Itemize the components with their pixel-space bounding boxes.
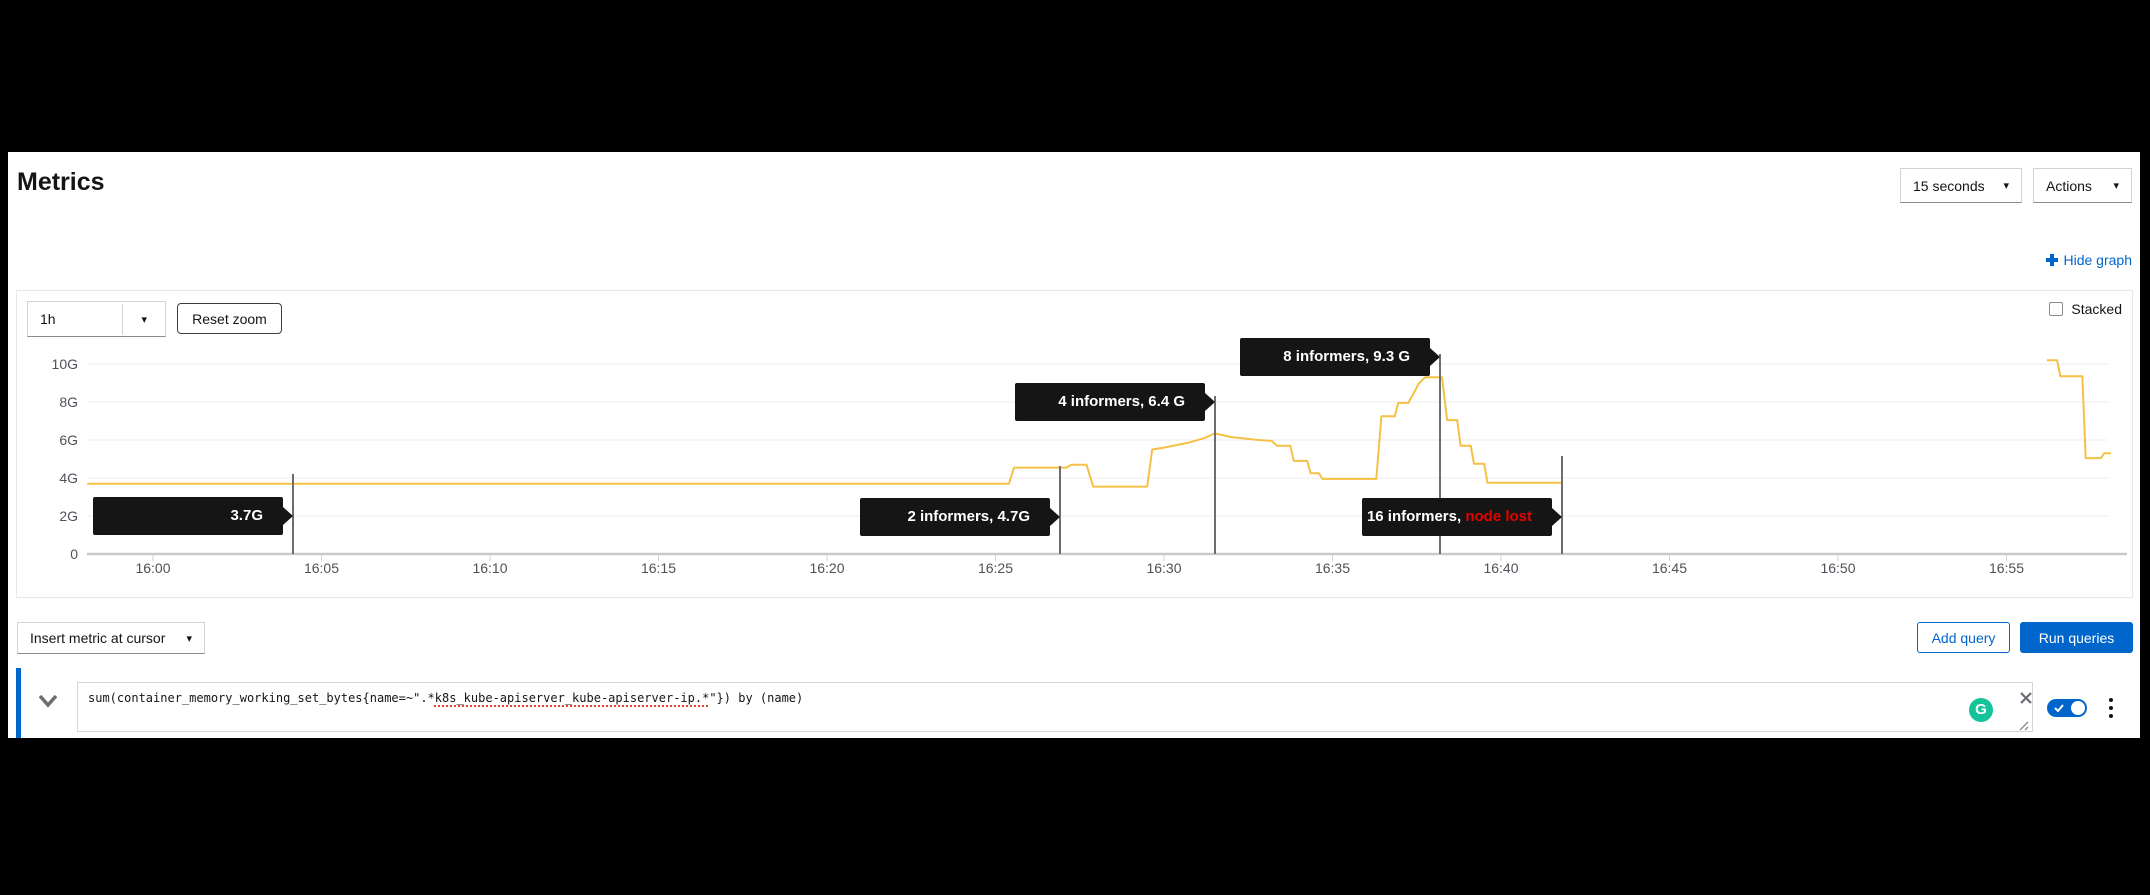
check-icon — [2054, 704, 2064, 712]
query-text: "}) by (name) — [709, 691, 804, 705]
query-row: sum(container_memory_working_set_bytes{n… — [16, 668, 2133, 738]
insert-metric-select[interactable]: Insert metric at cursor ▾ — [17, 622, 205, 654]
insert-metric-label: Insert metric at cursor — [30, 630, 166, 646]
x-axis-label: 16:05 — [304, 560, 339, 576]
stacked-label: Stacked — [2071, 301, 2122, 317]
y-axis-label: 6G — [59, 432, 78, 448]
caret-down-icon: ▾ — [122, 303, 165, 335]
kebab-menu-icon[interactable] — [2104, 698, 2118, 718]
reset-zoom-button[interactable]: Reset zoom — [177, 303, 282, 334]
y-axis-label: 0 — [70, 546, 78, 562]
hide-graph-label: Hide graph — [2063, 252, 2133, 268]
time-span-select[interactable]: 1h ▾ — [27, 301, 166, 337]
x-axis-label: 16:50 — [1820, 560, 1855, 576]
query-row-accent-bar — [16, 668, 21, 738]
resize-handle[interactable] — [2018, 720, 2029, 731]
x-axis-label: 16:55 — [1989, 560, 2024, 576]
x-axis-label: 16:25 — [978, 560, 1013, 576]
query-expression-input[interactable]: sum(container_memory_working_set_bytes{n… — [77, 682, 2033, 732]
polling-interval-select[interactable]: 15 seconds ▾ — [1900, 168, 2022, 203]
actions-menu[interactable]: Actions ▾ — [2033, 168, 2132, 203]
x-axis-label: 16:40 — [1483, 560, 1518, 576]
x-axis-label: 16:00 — [135, 560, 170, 576]
query-text-flagged: k8s_kube-apiserver_kube-apiserver-ip.* — [434, 691, 710, 705]
metrics-chart: 0 2G 4G 6G 8G 10G 16:00 16:05 16:10 16:15 16:20 16:… — [52, 356, 2127, 576]
toggle-knob — [2071, 701, 2085, 715]
stacked-option: Stacked — [2049, 301, 2122, 317]
actions-menu-label: Actions — [2046, 177, 2092, 194]
time-span-value: 1h — [40, 311, 56, 327]
page-title: Metrics — [17, 168, 105, 196]
caret-down-icon: ▾ — [186, 632, 192, 645]
compress-icon — [2045, 254, 2058, 266]
grammarly-icon[interactable]: G — [1969, 698, 1993, 722]
add-query-button[interactable]: Add query — [1917, 622, 2010, 653]
y-axis-label: 2G — [59, 508, 78, 524]
caret-down-icon: ▾ — [2003, 180, 2009, 192]
hide-graph-link[interactable]: Hide graph — [2045, 252, 2133, 268]
x-axis-label: 16:45 — [1652, 560, 1687, 576]
caret-down-icon: ▾ — [2113, 180, 2119, 192]
x-axis-label: 16:30 — [1146, 560, 1181, 576]
query-enabled-toggle[interactable] — [2047, 699, 2087, 717]
chevron-down-icon[interactable] — [37, 692, 59, 710]
stacked-checkbox[interactable] — [2049, 302, 2064, 316]
metric-line — [2046, 359, 2111, 460]
y-axis-label: 10G — [52, 356, 78, 372]
graph-card: 1h ▾ Reset zoom Stacked 0 2G 4G 6G 8G 10G 16:0… — [16, 290, 2133, 598]
polling-interval-value: 15 seconds — [1913, 177, 1985, 194]
clear-query-icon[interactable] — [2018, 690, 2034, 706]
y-axis-label: 4G — [59, 470, 78, 486]
query-text: sum(container_memory_working_set_bytes{n… — [88, 691, 435, 705]
x-axis-label: 16:15 — [641, 560, 676, 576]
metrics-page: Metrics 15 seconds ▾ Actions ▾ Hide grap… — [8, 152, 2140, 738]
x-axis-label: 16:35 — [1315, 560, 1350, 576]
y-axis-label: 8G — [59, 394, 78, 410]
run-queries-button[interactable]: Run queries — [2020, 622, 2133, 653]
x-axis-label: 16:10 — [472, 560, 507, 576]
metric-line — [87, 376, 1562, 488]
x-axis-label: 16:20 — [809, 560, 844, 576]
